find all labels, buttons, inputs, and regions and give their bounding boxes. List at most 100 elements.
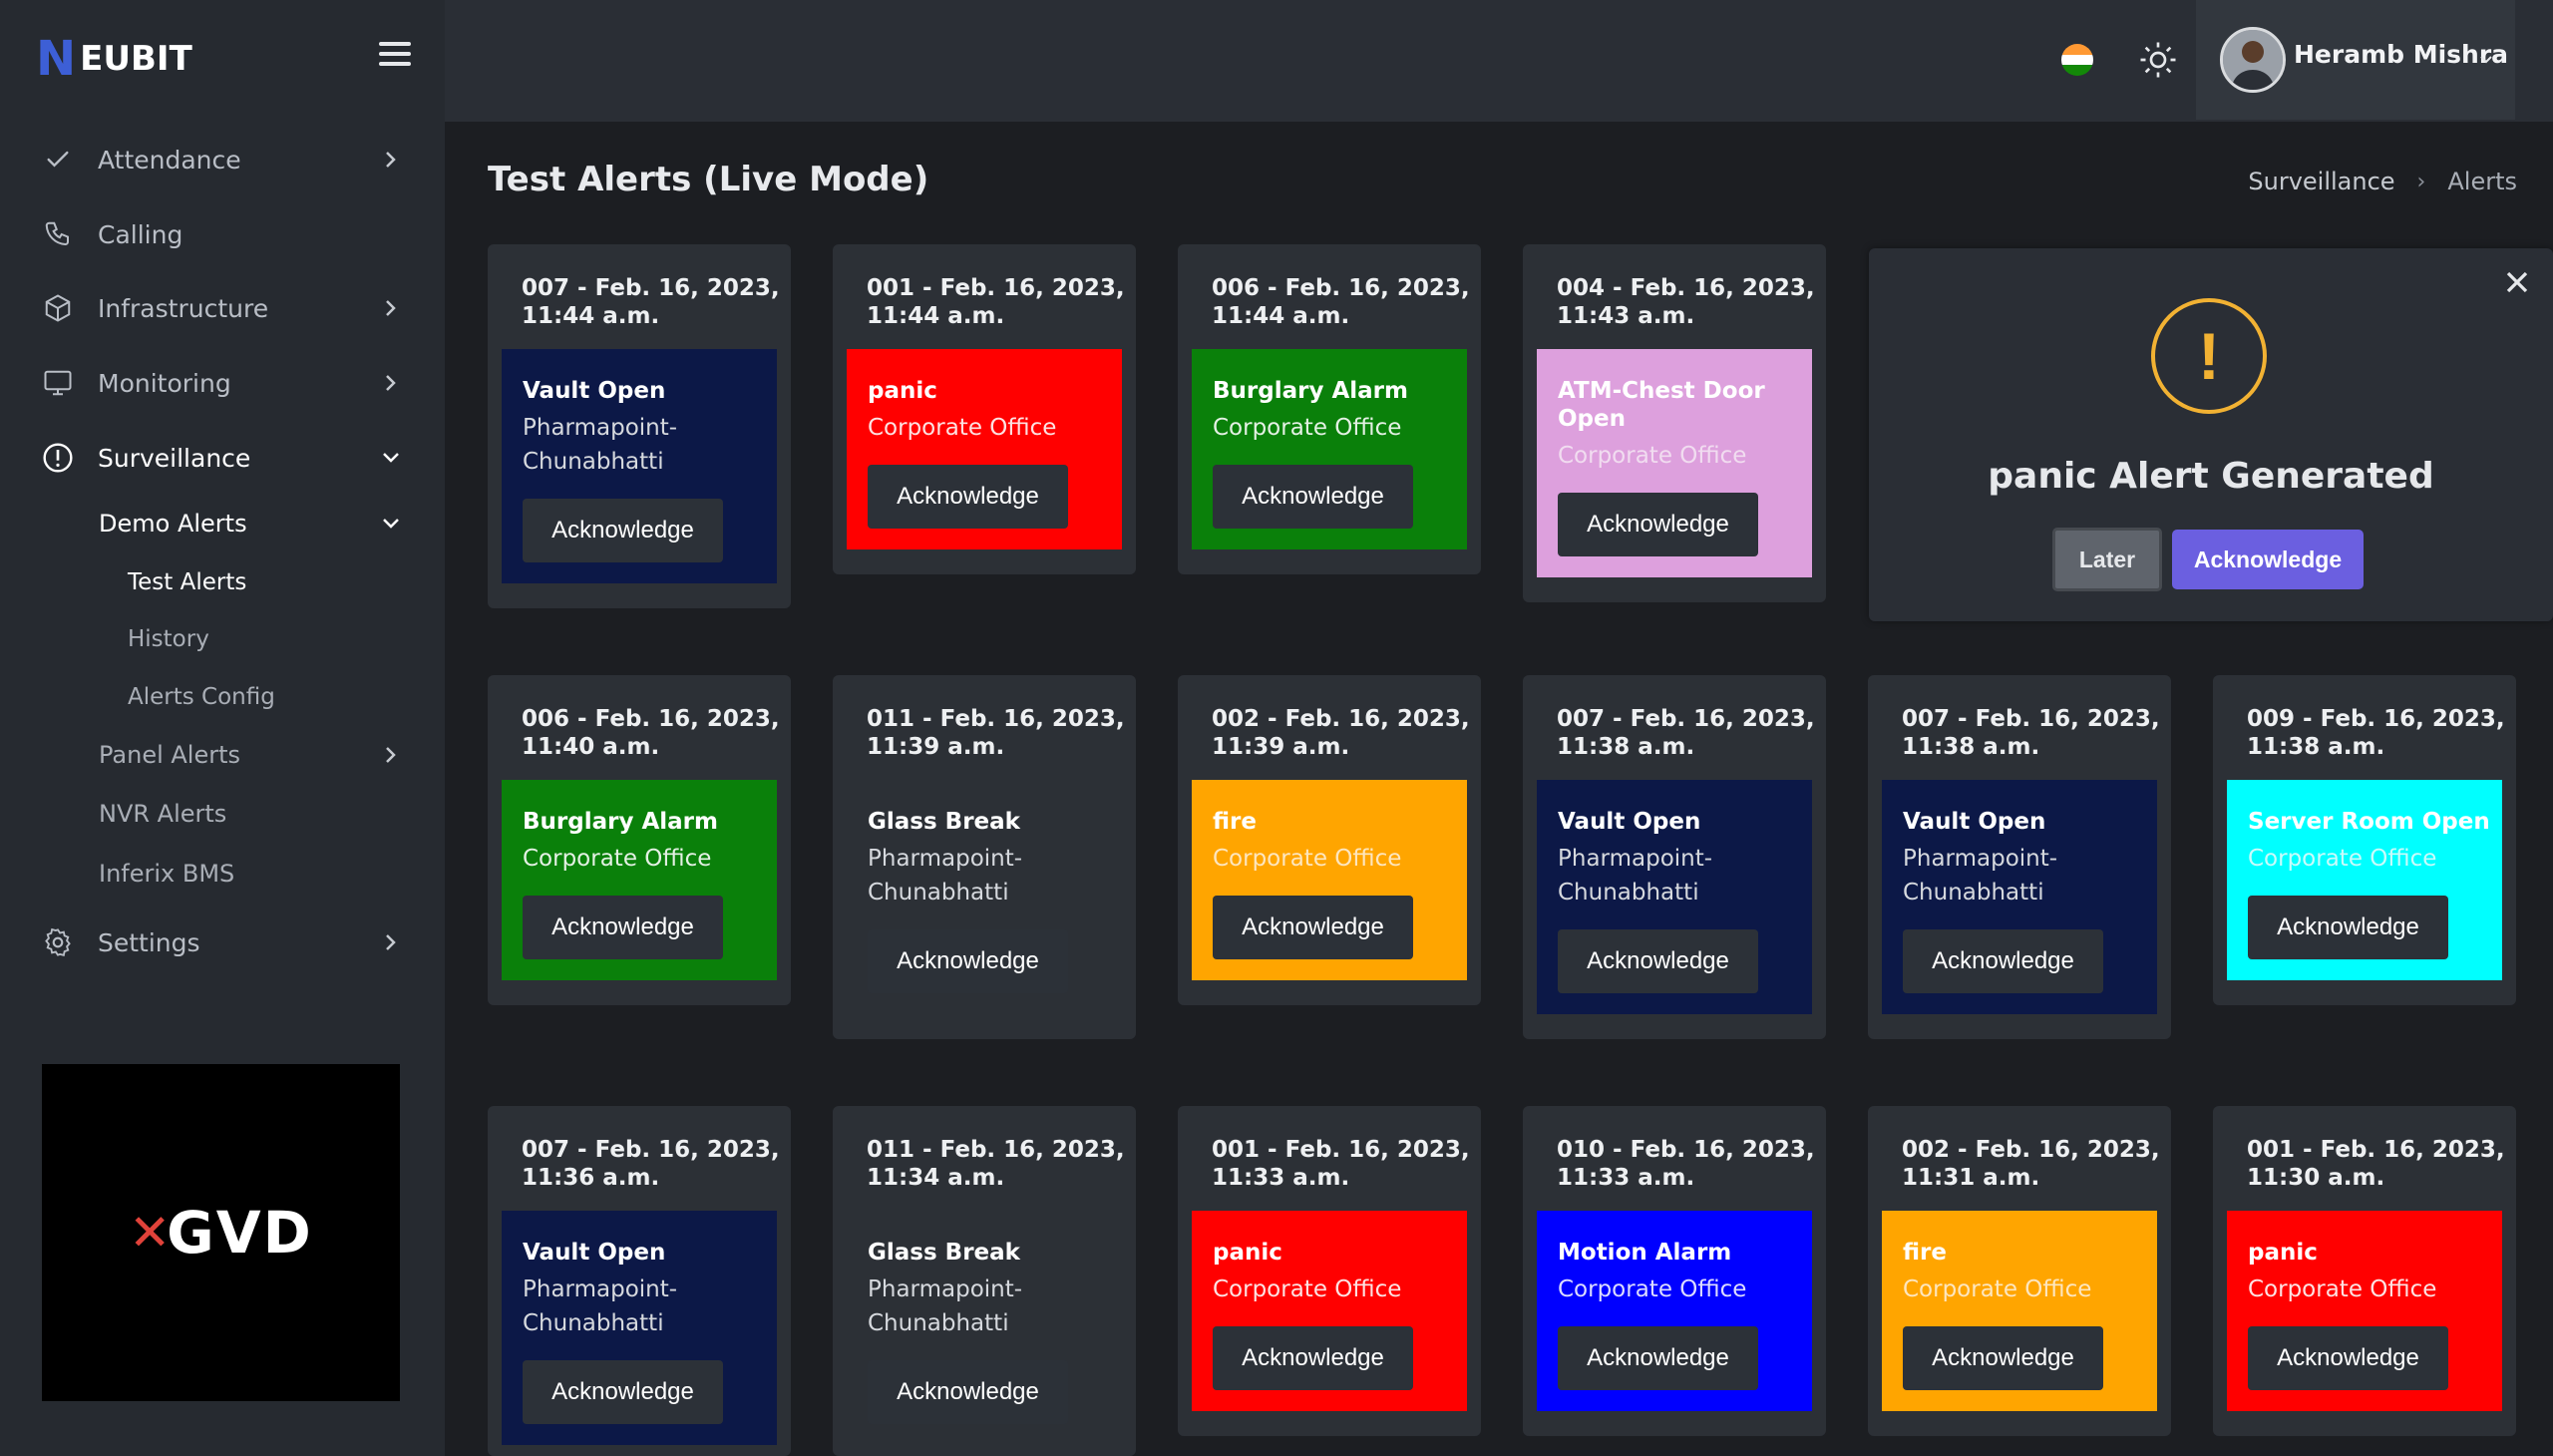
alert-type: Server Room Open: [2248, 809, 2490, 835]
sidebar-subitem-nvr-alerts[interactable]: NVR Alerts: [0, 786, 445, 842]
sidebar-item-label: Infrastructure: [98, 293, 269, 323]
alert-card-header: 010 - Feb. 16, 2023, 11:33 a.m.: [1557, 1137, 1815, 1191]
sidebar-item-infrastructure[interactable]: Infrastructure: [0, 273, 445, 343]
alert-modal: ! panic Alert Generated Later Acknowledg…: [1869, 248, 2553, 621]
acknowledge-button[interactable]: Acknowledge: [1213, 896, 1413, 959]
alert-card-body: ATM-Chest Door Open Corporate Office Ackno…: [1537, 349, 1812, 577]
alert-card-header: 006 - Feb. 16, 2023, 11:44 a.m.: [1212, 275, 1470, 329]
sidebar-item-calling[interactable]: Calling: [0, 199, 445, 269]
alert-card: 007 - Feb. 16, 2023, 11:36 a.m. Vault Ope…: [488, 1106, 791, 1456]
acknowledge-button[interactable]: Acknowledge: [2248, 1326, 2448, 1390]
chevron-right-icon: [381, 298, 401, 318]
alert-type: Vault Open: [523, 1240, 666, 1266]
brand-logo[interactable]: N EUBIT: [36, 34, 192, 84]
sidebar-item-attendance[interactable]: Attendance: [0, 125, 445, 194]
india-flag-icon[interactable]: [2061, 44, 2093, 76]
alert-location: Corporate Office: [1213, 846, 1402, 872]
acknowledge-button[interactable]: Acknowledge: [1903, 1326, 2103, 1390]
acknowledge-button[interactable]: Acknowledge: [868, 929, 1068, 993]
monitor-icon: [40, 365, 76, 401]
chevron-right-icon: [381, 150, 401, 170]
sidebar-subitem-history[interactable]: History: [0, 611, 445, 667]
sidebar-item-label: Settings: [98, 927, 200, 957]
alert-card: 004 - Feb. 16, 2023, 11:43 a.m. ATM-Chest…: [1523, 244, 1826, 602]
alert-card-body: panic Corporate Office Acknowledge: [1192, 1211, 1467, 1411]
chevron-down-icon: [2479, 50, 2493, 69]
breadcrumb-chevron-icon: ›: [2416, 169, 2426, 194]
cube-icon: [40, 290, 76, 326]
alert-card-body: Vault Open Pharmapoint-Chunabhatti Acknowl…: [1882, 780, 2157, 1014]
acknowledge-button[interactable]: Acknowledge: [1213, 1326, 1413, 1390]
sidebar-item-surveillance[interactable]: Surveillance: [0, 423, 445, 493]
alert-card-header: 006 - Feb. 16, 2023, 11:40 a.m.: [522, 706, 780, 760]
acknowledge-button[interactable]: Acknowledge: [868, 465, 1068, 529]
acknowledge-button[interactable]: Acknowledge: [868, 1360, 1068, 1424]
sidebar-subitem-label: Test Alerts: [128, 569, 247, 595]
chevron-right-icon: [381, 373, 401, 393]
sidebar-subitem-label: Inferix BMS: [99, 860, 235, 888]
acknowledge-button[interactable]: Acknowledge: [1558, 493, 1758, 556]
alert-location: Corporate Office: [2248, 846, 2437, 872]
sidebar-subitem-test-alerts[interactable]: Test Alerts: [0, 554, 445, 610]
alert-type: Vault Open: [1903, 809, 2046, 835]
alert-card-body: Motion Alarm Corporate Office Acknowledge: [1537, 1211, 1812, 1411]
acknowledge-button[interactable]: Acknowledge: [1558, 1326, 1758, 1390]
gvd-x-mark: ✕: [129, 1204, 172, 1262]
breadcrumb-surveillance[interactable]: Surveillance: [2248, 168, 2395, 195]
alert-card-body: panic Corporate Office Acknowledge: [2227, 1211, 2502, 1411]
later-button[interactable]: Later: [2052, 528, 2162, 591]
close-icon[interactable]: [2499, 264, 2535, 300]
sidebar-item-settings[interactable]: Settings: [0, 908, 445, 977]
alert-type: Burglary Alarm: [1213, 378, 1408, 404]
alert-card-body: Vault Open Pharmapoint-Chunabhatti Acknowl…: [1537, 780, 1812, 1014]
acknowledge-button[interactable]: Acknowledge: [2248, 896, 2448, 959]
alert-card-header: 007 - Feb. 16, 2023, 11:44 a.m.: [522, 275, 780, 329]
alert-card: 011 - Feb. 16, 2023, 11:39 a.m. Glass Bre…: [833, 675, 1136, 1039]
brand-name: EUBIT: [80, 39, 192, 79]
alert-card: 009 - Feb. 16, 2023, 11:38 a.m. Server Ro…: [2213, 675, 2516, 1005]
alert-card-body: Glass Break Pharmapoint-Chunabhatti Acknow…: [847, 780, 1122, 1014]
alert-type: ATM-Chest Door Open: [1558, 378, 1765, 432]
alert-card: 002 - Feb. 16, 2023, 11:39 a.m. fire Corpo…: [1178, 675, 1481, 1005]
sidebar-subitem-label: Demo Alerts: [99, 510, 247, 538]
modal-acknowledge-button[interactable]: Acknowledge: [2172, 530, 2364, 589]
user-menu[interactable]: Heramb Mishra: [2196, 0, 2515, 120]
hamburger-menu-icon[interactable]: [379, 42, 411, 70]
acknowledge-button[interactable]: Acknowledge: [523, 499, 723, 562]
sidebar-item-label: Attendance: [98, 145, 241, 175]
alert-card-header: 004 - Feb. 16, 2023, 11:43 a.m.: [1557, 275, 1815, 329]
sidebar-subitem-panel-alerts[interactable]: Panel Alerts: [0, 727, 445, 783]
breadcrumb-alerts: Alerts: [2447, 168, 2517, 195]
phone-icon: [40, 216, 76, 252]
alert-card-body: Vault Open Pharmapoint-Chunabhatti Acknowl…: [502, 1211, 777, 1445]
acknowledge-button[interactable]: Acknowledge: [1558, 929, 1758, 993]
alert-card: 007 - Feb. 16, 2023, 11:38 a.m. Vault Ope…: [1868, 675, 2171, 1039]
alert-type: Glass Break: [868, 809, 1020, 835]
sidebar-subitem-alerts-config[interactable]: Alerts Config: [0, 669, 445, 725]
alert-card-header: 011 - Feb. 16, 2023, 11:39 a.m.: [867, 706, 1125, 760]
sidebar-subitem-label: Alerts Config: [128, 684, 275, 710]
alert-location: Corporate Office: [1213, 415, 1402, 441]
gvd-logo: ✕ GVD: [42, 1064, 400, 1401]
sidebar-item-monitoring[interactable]: Monitoring: [0, 348, 445, 418]
acknowledge-button[interactable]: Acknowledge: [523, 896, 723, 959]
alert-card-body: fire Corporate Office Acknowledge: [1192, 780, 1467, 980]
alert-card-body: Vault Open Pharmapoint-Chunabhatti Acknowl…: [502, 349, 777, 583]
alert-circle-icon: [40, 440, 76, 476]
sidebar-subitem-inferix-bms[interactable]: Inferix BMS: [0, 846, 445, 902]
alert-location: Corporate Office: [868, 415, 1057, 441]
alert-card: 010 - Feb. 16, 2023, 11:33 a.m. Motion Al…: [1523, 1106, 1826, 1436]
alert-card-header: 002 - Feb. 16, 2023, 11:39 a.m.: [1212, 706, 1470, 760]
alert-card: 007 - Feb. 16, 2023, 11:44 a.m. Vault Ope…: [488, 244, 791, 608]
acknowledge-button[interactable]: Acknowledge: [1213, 465, 1413, 529]
sun-icon[interactable]: [2138, 40, 2178, 80]
alert-type: Motion Alarm: [1558, 1240, 1732, 1266]
chevron-down-icon: [381, 448, 401, 468]
sidebar-subitem-label: History: [128, 626, 209, 652]
modal-message: panic Alert Generated: [1988, 456, 2434, 497]
alert-card-header: 001 - Feb. 16, 2023, 11:33 a.m.: [1212, 1137, 1470, 1191]
acknowledge-button[interactable]: Acknowledge: [523, 1360, 723, 1424]
acknowledge-button[interactable]: Acknowledge: [1903, 929, 2103, 993]
sidebar-subitem-demo-alerts[interactable]: Demo Alerts: [0, 496, 445, 551]
alert-location: Pharmapoint-Chunabhatti: [523, 415, 678, 475]
